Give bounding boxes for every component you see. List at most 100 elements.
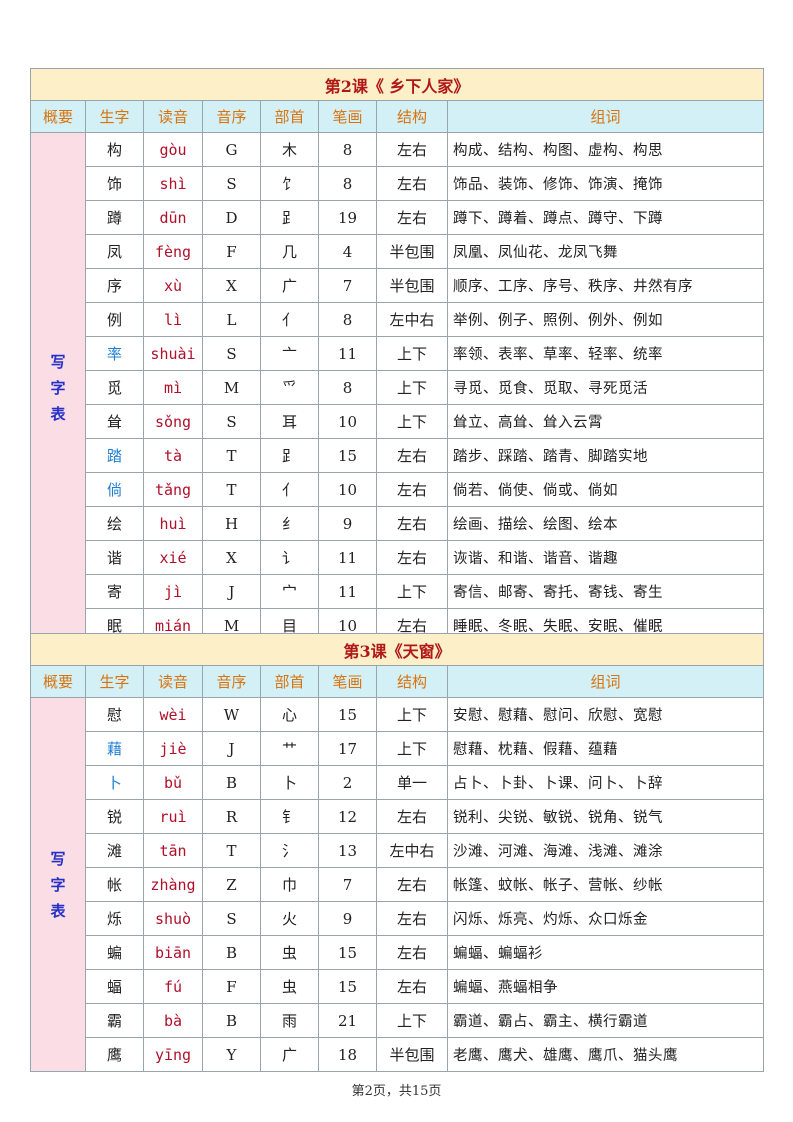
strokes-cell: 19 [318,200,377,235]
strokes-cell: 15 [318,935,377,970]
structure-cell: 上下 [376,697,448,732]
words-cell: 蹲下、蹲着、蹲点、蹲守、下蹲 [446,200,765,235]
radical-cell: ⻊ [260,200,319,235]
pinyin-cell: tǎng [143,472,203,507]
pinyin-cell: fèng [143,234,203,269]
initial-cell: Z [202,867,261,902]
column-header: 组词 [446,100,765,133]
words-cell: 霸道、霸占、霸主、横行霸道 [446,1003,765,1038]
column-header: 笔画 [318,100,377,133]
table-row: 觅 mì M 爫 8 上下 寻觅、觅食、觅取、寻死觅活 [31,370,765,405]
pinyin-cell: dūn [143,200,203,235]
words-cell: 寄信、邮寄、寄托、寄钱、寄生 [446,574,765,609]
initial-cell: S [202,404,261,439]
strokes-cell: 8 [318,166,377,201]
pinyin-cell: fú [143,969,203,1004]
words-cell: 倘若、倘使、倘或、倘如 [446,472,765,507]
radical-cell: 木 [260,132,319,167]
radical-cell: 钅 [260,799,319,834]
structure-cell: 左右 [376,799,448,834]
radical-cell: 讠 [260,540,319,575]
initial-cell: X [202,268,261,303]
lesson-3-table: 第3课《天窗》 概要 生字 读音 音序 部首 笔画 结构 组词 写字表慰 wèi W 心 15 上下 安慰、慰… [29,633,765,1072]
initial-cell: S [202,166,261,201]
initial-cell: T [202,833,261,868]
radical-cell: 虫 [260,969,319,1004]
strokes-cell: 4 [318,234,377,269]
table-row: 倘 tǎng T 亻 10 左右 倘若、倘使、倘或、倘如 [31,472,765,507]
table-row: 霸 bà B 雨 21 上下 霸道、霸占、霸主、横行霸道 [31,1003,765,1038]
strokes-cell: 9 [318,506,377,541]
structure-cell: 左右 [376,540,448,575]
initial-cell: R [202,799,261,834]
pinyin-cell: shuò [143,901,203,936]
radical-cell: 卜 [260,765,319,800]
pinyin-cell: lì [143,302,203,337]
radical-cell: 亻 [260,302,319,337]
structure-cell: 单一 [376,765,448,800]
column-header: 音序 [202,100,261,133]
char-cell: 藉 [85,731,144,766]
table-row: 鹰 yīng Y 广 18 半包围 老鹰、鹰犬、雄鹰、鹰爪、猫头鹰 [31,1037,765,1072]
structure-cell: 左中右 [376,302,448,337]
strokes-cell: 8 [318,302,377,337]
lesson-title: 第2课《 乡下人家》 [29,68,765,101]
column-header: 读音 [143,100,203,133]
radical-cell: 亠 [260,336,319,371]
strokes-cell: 9 [318,901,377,936]
structure-cell: 上下 [376,370,448,405]
radical-cell: 广 [260,1037,319,1072]
char-cell: 饰 [85,166,144,201]
structure-cell: 左右 [376,901,448,936]
words-cell: 锐利、尖锐、敏锐、锐角、锐气 [446,799,765,834]
column-header: 读音 [143,665,203,698]
words-cell: 构成、结构、构图、虚构、构思 [446,132,765,167]
strokes-cell: 15 [318,969,377,1004]
structure-cell: 左右 [376,506,448,541]
column-header: 笔画 [318,665,377,698]
strokes-cell: 11 [318,336,377,371]
pinyin-cell: huì [143,506,203,541]
char-cell: 耸 [85,404,144,439]
structure-cell: 左右 [376,472,448,507]
words-cell: 举例、例子、照例、例外、例如 [446,302,765,337]
strokes-cell: 15 [318,438,377,473]
pinyin-cell: zhàng [143,867,203,902]
structure-cell: 左右 [376,132,448,167]
table-row: 帐 zhàng Z 巾 7 左右 帐篷、蚊帐、帐子、营帐、纱帐 [31,867,765,902]
char-cell: 蝠 [85,969,144,1004]
strokes-cell: 7 [318,268,377,303]
strokes-cell: 8 [318,132,377,167]
strokes-cell: 15 [318,697,377,732]
column-header: 部首 [260,100,319,133]
column-header: 音序 [202,665,261,698]
initial-cell: W [202,697,261,732]
radical-cell: 艹 [260,731,319,766]
column-header: 部首 [260,665,319,698]
words-cell: 蝙蝠、燕蝠相争 [446,969,765,1004]
strokes-cell: 13 [318,833,377,868]
initial-cell: S [202,901,261,936]
pinyin-cell: tān [143,833,203,868]
strokes-cell: 12 [318,799,377,834]
char-cell: 觅 [85,370,144,405]
initial-cell: B [202,1003,261,1038]
radical-cell: 宀 [260,574,319,609]
table-row: 饰 shì S 饣 8 左右 饰品、装饰、修饰、饰演、掩饰 [31,166,765,201]
initial-cell: J [202,731,261,766]
pinyin-cell: xié [143,540,203,575]
initial-cell: F [202,234,261,269]
radical-cell: 广 [260,268,319,303]
initial-cell: G [202,132,261,167]
char-cell: 蹲 [85,200,144,235]
char-cell: 谐 [85,540,144,575]
radical-cell: 亻 [260,472,319,507]
char-cell: 鹰 [85,1037,144,1072]
column-header: 组词 [446,665,765,698]
lesson-title-row: 第3课《天窗》 [29,633,765,666]
structure-cell: 左中右 [376,833,448,868]
initial-cell: F [202,969,261,1004]
side-label: 写字表 [30,697,86,1072]
table-row: 耸 sǒng S 耳 10 上下 耸立、高耸、耸入云霄 [31,404,765,439]
structure-cell: 左右 [376,867,448,902]
